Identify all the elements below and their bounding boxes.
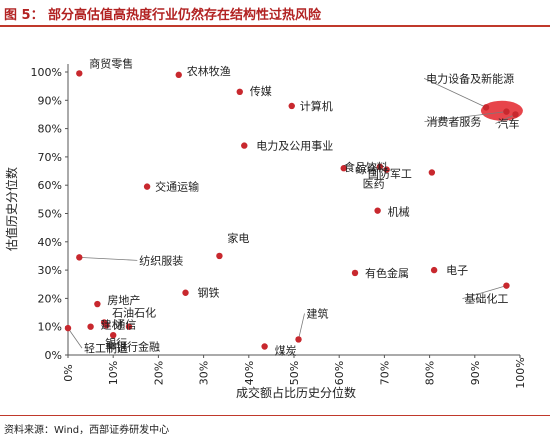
leader-lines bbox=[67, 78, 516, 349]
y-tick-label: 30% bbox=[38, 264, 62, 277]
x-tick-label: 90% bbox=[469, 361, 482, 385]
data-point bbox=[143, 183, 151, 190]
x-tick-label: 80% bbox=[424, 361, 437, 385]
data-point bbox=[182, 289, 189, 296]
point-label: 汽车 bbox=[497, 116, 519, 130]
point-label: 综合 bbox=[356, 162, 378, 176]
point-label: 消费者服务 bbox=[426, 115, 481, 129]
y-tick-label: 80% bbox=[38, 123, 62, 136]
source-note: 资料来源：Wind，西部证券研发中心 bbox=[4, 425, 170, 436]
data-point bbox=[428, 169, 436, 176]
y-tick-label: 100% bbox=[31, 66, 62, 79]
data-point bbox=[76, 254, 83, 261]
x-tick-label: 10% bbox=[107, 361, 120, 385]
x-tick-label: 70% bbox=[378, 361, 391, 385]
data-point bbox=[87, 323, 94, 330]
data-point bbox=[261, 343, 268, 350]
data-point bbox=[351, 269, 359, 277]
point-label: 计算机 bbox=[300, 99, 333, 113]
x-tick-label: 60% bbox=[333, 361, 346, 385]
data-point bbox=[503, 108, 510, 115]
leader-line bbox=[462, 285, 507, 300]
data-point bbox=[512, 111, 519, 118]
point-label: 纺织服装 bbox=[139, 253, 183, 267]
point-label: 电子 bbox=[446, 264, 468, 277]
data-point bbox=[503, 282, 510, 289]
data-point bbox=[110, 331, 117, 339]
point-label: 机械 bbox=[388, 205, 410, 219]
point-label: 轻工制造 bbox=[84, 341, 128, 355]
footer-divider bbox=[0, 415, 550, 416]
y-tick-label: 60% bbox=[38, 179, 62, 192]
data-points bbox=[64, 70, 519, 350]
point-label: 国防军工 bbox=[368, 166, 412, 180]
scatter-chart: 0% 10% 20% 30% 40% 50% 60% 70% 80% 90% 100% 0% 10% 20… bbox=[4, 56, 527, 400]
point-label: 商贸零售 bbox=[89, 56, 133, 70]
data-point bbox=[295, 336, 302, 343]
point-label: 房地产 bbox=[107, 293, 140, 307]
x-tick-label: 20% bbox=[152, 361, 165, 385]
point-label: 非银行金融 bbox=[105, 340, 160, 354]
y-tick-label: 0% bbox=[45, 349, 62, 362]
leader-line bbox=[423, 78, 487, 108]
leader-line bbox=[67, 327, 83, 349]
point-label: 家电 bbox=[227, 231, 249, 245]
point-label: 建材 bbox=[101, 318, 123, 332]
data-point bbox=[340, 165, 347, 172]
data-point bbox=[64, 324, 72, 332]
point-label: 建筑 bbox=[307, 306, 329, 320]
title-divider bbox=[0, 25, 550, 27]
x-tick-label: 50% bbox=[288, 361, 301, 385]
data-point bbox=[125, 323, 133, 330]
point-label: 石油石化 bbox=[112, 305, 156, 319]
y-tick-label: 40% bbox=[38, 236, 62, 249]
data-point bbox=[383, 166, 390, 173]
point-label: 医药 bbox=[363, 178, 385, 191]
data-point bbox=[376, 163, 384, 171]
data-point bbox=[216, 252, 223, 260]
leader-line bbox=[79, 256, 138, 261]
y-tick-label: 10% bbox=[38, 321, 62, 334]
point-label: 农林牧渔 bbox=[187, 64, 231, 78]
axes: 0% 10% 20% 30% 40% 50% 60% 70% 80% 90% 100% 0% 10% 20… bbox=[31, 64, 527, 389]
data-point bbox=[241, 142, 248, 149]
leader-line bbox=[495, 114, 516, 124]
point-label: 钢铁 bbox=[198, 287, 220, 300]
y-tick-label: 90% bbox=[38, 94, 62, 107]
data-point bbox=[76, 70, 83, 77]
point-label: 传媒 bbox=[250, 85, 272, 98]
x-tick-label: 0% bbox=[62, 364, 75, 381]
data-point bbox=[94, 300, 101, 308]
point-label: 电力及公用事业 bbox=[256, 140, 333, 153]
data-point bbox=[288, 102, 295, 110]
figure-title-bar: 图 5： 部分高估值高热度行业仍然存在结构性过热风险 bbox=[0, 0, 550, 26]
figure-number: 图 5： bbox=[4, 8, 44, 23]
data-point bbox=[103, 322, 110, 329]
y-tick-label: 70% bbox=[38, 151, 62, 164]
data-point bbox=[236, 88, 243, 96]
point-label: 基础化工 bbox=[464, 292, 508, 306]
x-tick-label: 30% bbox=[198, 361, 211, 385]
leader-line bbox=[424, 111, 507, 123]
y-tick-label: 50% bbox=[38, 208, 62, 221]
point-label: 交通运输 bbox=[155, 180, 199, 194]
x-tick-label: 100% bbox=[514, 357, 527, 388]
data-point bbox=[482, 104, 490, 111]
leader-line bbox=[298, 313, 305, 340]
point-label: 煤炭 bbox=[275, 345, 297, 358]
data-point bbox=[175, 71, 182, 79]
x-axis-title: 成交额占比历史分位数 bbox=[236, 385, 356, 400]
point-label: 有色金属 bbox=[365, 266, 409, 280]
x-tick-label: 40% bbox=[243, 361, 256, 385]
point-label: 通信 bbox=[114, 318, 136, 331]
y-tick-label: 20% bbox=[38, 292, 62, 305]
point-label: 银行 bbox=[105, 336, 127, 350]
point-label: 食品饮料 bbox=[344, 160, 388, 174]
point-label: 电力设备及新能源 bbox=[426, 71, 514, 85]
y-axis-title: 估值历史分位数 bbox=[4, 167, 19, 251]
data-point bbox=[374, 207, 381, 214]
figure-title: 部分高估值高热度行业仍然存在结构性过热风险 bbox=[48, 8, 322, 23]
data-point bbox=[430, 266, 438, 274]
